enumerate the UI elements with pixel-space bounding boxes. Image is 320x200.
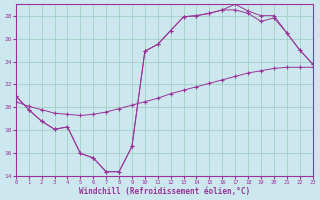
X-axis label: Windchill (Refroidissement éolien,°C): Windchill (Refroidissement éolien,°C) (79, 187, 250, 196)
